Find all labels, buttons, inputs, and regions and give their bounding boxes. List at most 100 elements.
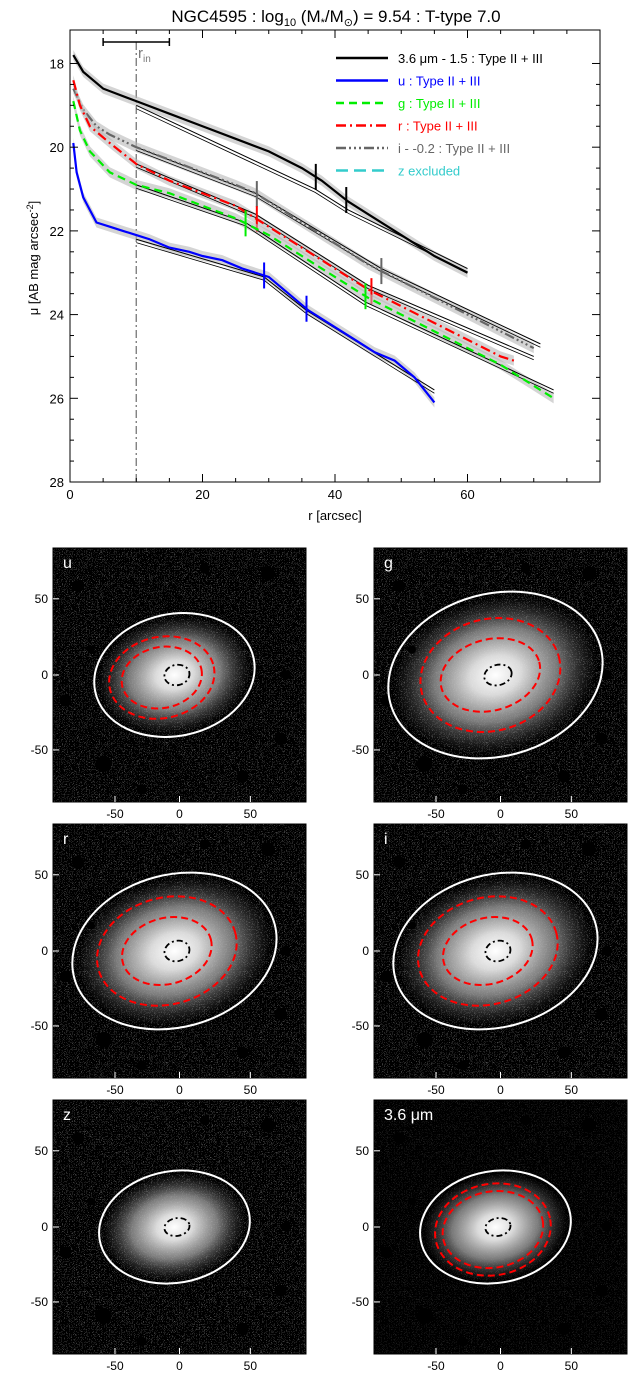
masked-star (416, 1307, 433, 1324)
break-ellipse (121, 915, 213, 987)
series-u (72, 137, 436, 408)
y-tick-label: 0 (41, 944, 48, 958)
y-tick-label: 0 (41, 1220, 48, 1234)
r-in-label: rin (138, 45, 151, 65)
fit-line (136, 150, 541, 348)
data-line (72, 88, 535, 350)
inner-ellipse (484, 1217, 512, 1237)
masked-star (416, 1031, 433, 1048)
masked-star (95, 755, 112, 772)
y-tick-label: -50 (352, 743, 370, 757)
masked-star (582, 842, 597, 857)
galaxy-glow (393, 595, 598, 755)
masked-star (274, 1284, 287, 1297)
outer-ellipse (93, 612, 256, 738)
masked-star (407, 921, 416, 930)
x-tick-label: 50 (565, 1083, 579, 1097)
image-panel-u: u -50 0 50 50 0 -50 (31, 547, 307, 821)
x-tick-label: 0 (176, 1359, 183, 1373)
series-i-0-2 (72, 83, 541, 354)
outer-ellipse (419, 1169, 572, 1285)
masked-star (261, 842, 276, 857)
masked-star (95, 1307, 112, 1324)
panel-label: z (63, 1107, 71, 1124)
masked-star (199, 563, 210, 574)
masked-star (457, 784, 468, 795)
masked-star (199, 839, 210, 850)
x-tick-label: 50 (244, 807, 258, 821)
fit-line (136, 184, 554, 391)
inner-ellipse (484, 939, 512, 963)
y-tick-label: 50 (356, 1144, 370, 1158)
masked-star (393, 856, 406, 869)
fit-line (136, 242, 435, 394)
masked-star (416, 755, 433, 772)
uncertainty-band (73, 96, 554, 404)
masked-star (72, 580, 85, 593)
fit-line (136, 238, 435, 391)
masked-star (557, 1046, 570, 1059)
masked-star (520, 839, 531, 850)
masked-star (261, 566, 276, 581)
masked-star (557, 1322, 570, 1335)
masked-star (136, 1060, 147, 1071)
masked-star (59, 1246, 72, 1259)
galaxy-glow (423, 1173, 568, 1281)
inner-ellipse (483, 663, 513, 687)
outer-ellipse (71, 871, 278, 1031)
x-tick-label: 50 (565, 1359, 579, 1373)
masked-star (86, 921, 95, 930)
x-tick-label: 20 (195, 487, 209, 502)
series-3-6-m-1-5 (72, 50, 468, 278)
galaxy-glow (102, 1173, 247, 1281)
x-tick-label: -50 (106, 1083, 124, 1097)
x-tick-label: 0 (176, 1083, 183, 1097)
break-ellipse (120, 645, 203, 710)
y-tick-label: -50 (31, 1295, 49, 1309)
masked-star (457, 1336, 468, 1347)
x-axis-label: r [arcsec] (308, 508, 361, 523)
outer-ellipse (392, 871, 599, 1031)
legend: 3.6 μm - 1.5 : Type II + III u : Type II … (336, 51, 543, 179)
series-r (72, 75, 534, 366)
y-tick-label: 50 (356, 592, 370, 606)
plot-frame (69, 29, 601, 483)
outer-ellipse (387, 590, 604, 760)
masked-star (274, 1008, 287, 1021)
masked-star (582, 1118, 597, 1133)
y-tick-label: 0 (362, 668, 369, 682)
masked-star (520, 1115, 531, 1126)
masked-star (236, 1322, 249, 1335)
outer-ellipse (98, 1169, 251, 1285)
y-tick-label: -50 (31, 743, 49, 757)
masked-star (595, 732, 608, 745)
panel-label: 3.6 μm (384, 1107, 433, 1124)
image-panel-i: i -50 0 50 50 0 -50 (352, 823, 628, 1097)
masked-star (280, 946, 291, 956)
x-tick-label: -50 (427, 807, 445, 821)
inner-ellipse (163, 663, 191, 687)
y-tick-label: 18 (50, 56, 64, 71)
y-axis-label: μ [AB mag arcsec-2] (25, 201, 41, 316)
y-tick-label: -50 (31, 1019, 49, 1033)
x-tick-label: 50 (565, 807, 579, 821)
legend-entry: r : Type II + III (398, 119, 478, 134)
y-tick-label: -50 (352, 1295, 370, 1309)
x-tick-label: 60 (460, 487, 474, 502)
masked-star (236, 770, 249, 783)
break-ellipse (419, 616, 562, 734)
image-panel-g: g -50 0 50 50 0 -50 (352, 547, 628, 821)
break-ellipse (442, 915, 534, 987)
masked-star (407, 1197, 416, 1206)
masked-star (601, 946, 612, 956)
masked-star (601, 1222, 612, 1232)
y-tick-label: 24 (50, 308, 64, 323)
masked-star (557, 770, 570, 783)
surface-brightness-chart: NGC4595 : log10 (M*/M⊙) = 9.54 : T-type … (25, 7, 601, 523)
masked-star (280, 1222, 291, 1232)
x-tick-label: 0 (497, 1359, 504, 1373)
data-line (72, 54, 468, 274)
x-tick-label: -50 (106, 1359, 124, 1373)
y-tick-label: 50 (35, 592, 49, 606)
